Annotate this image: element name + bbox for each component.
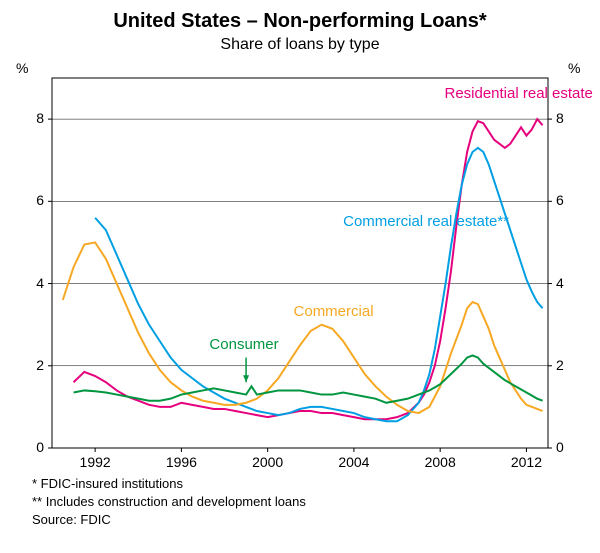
- y-tick-right: 0: [556, 439, 564, 455]
- y-tick-left: 8: [20, 110, 44, 126]
- x-tick: 2004: [338, 454, 369, 470]
- y-tick-right: 8: [556, 110, 564, 126]
- y-tick-left: 2: [20, 357, 44, 373]
- y-tick-left: 4: [20, 275, 44, 291]
- x-tick: 1992: [80, 454, 111, 470]
- y-tick-right: 4: [556, 275, 564, 291]
- footnote: ** Includes construction and development…: [32, 494, 306, 509]
- series-Consumer: [74, 356, 543, 403]
- series-label: Commercial real estate**: [343, 213, 509, 230]
- y-tick-left: 0: [20, 439, 44, 455]
- footnote: Source: FDIC: [32, 512, 111, 527]
- series-label: Consumer: [209, 336, 278, 353]
- y-tick-left: 6: [20, 192, 44, 208]
- series-label: Commercial: [294, 303, 374, 320]
- footnote: * FDIC-insured institutions: [32, 476, 183, 491]
- y-tick-right: 6: [556, 192, 564, 208]
- series-Commercial real estate**: [95, 148, 542, 421]
- x-tick: 2000: [252, 454, 283, 470]
- x-tick: 2008: [425, 454, 456, 470]
- x-tick: 1996: [166, 454, 197, 470]
- y-tick-right: 2: [556, 357, 564, 373]
- series-label: Residential real estate: [444, 85, 592, 102]
- x-tick: 2012: [511, 454, 542, 470]
- series-Commercial: [63, 242, 543, 413]
- plot-area: [0, 0, 600, 553]
- series-Residential real estate: [74, 119, 543, 419]
